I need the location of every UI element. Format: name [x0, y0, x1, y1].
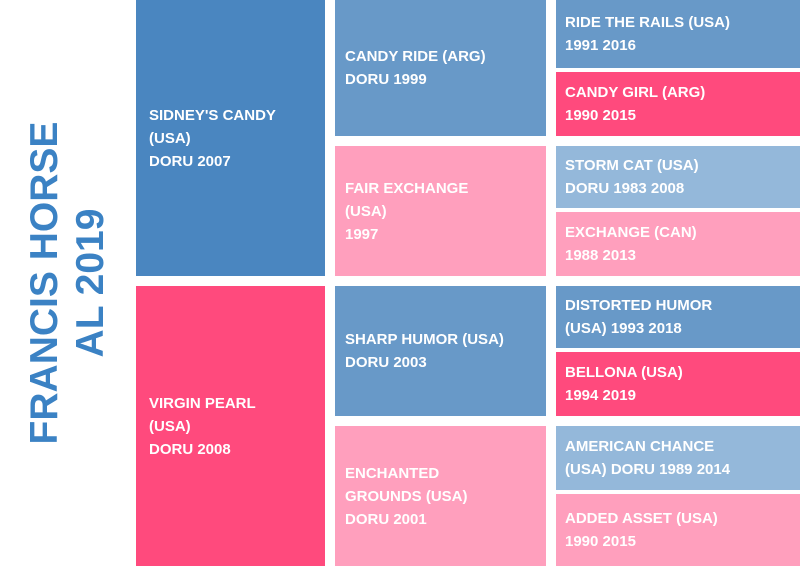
title-line-1: FRANCIS HORSE: [23, 121, 66, 445]
ancestor-box-1: RIDE THE RAILS (USA) 1991 2016: [556, 0, 800, 68]
dam-name: VIRGIN PEARL: [149, 394, 256, 412]
dam-sire-box: SHARP HUMOR (USA) DORU 2003: [335, 286, 546, 416]
dam-dam-name: ENCHANTED: [345, 464, 440, 482]
sire-dam-origin: (USA): [345, 202, 387, 220]
ancestor-name: AMERICAN CHANCE: [565, 438, 715, 455]
dam-box: VIRGIN PEARL (USA) DORU 2008: [136, 286, 325, 566]
ancestor-box-6: BELLONA (USA) 1994 2019: [556, 352, 800, 416]
ancestor-years: 1990 2015: [565, 107, 636, 124]
dam-dam-year: DORU 2001: [345, 510, 427, 528]
ancestor-box-2: CANDY GIRL (ARG) 1990 2015: [556, 72, 800, 136]
ancestor-name: DISTORTED HUMOR: [565, 297, 713, 314]
sire-year: DORU 2007: [149, 152, 231, 170]
ancestor-years: 1994 2019: [565, 387, 636, 404]
sire-sire-name: CANDY RIDE (ARG): [345, 48, 486, 65]
ancestor-box-7: AMERICAN CHANCE (USA) DORU 1989 2014: [556, 426, 800, 490]
sire-dam-year: 1997: [345, 225, 379, 243]
ancestor-name: EXCHANGE (CAN): [565, 224, 697, 241]
sire-name: SIDNEY'S CANDY: [149, 106, 276, 124]
ancestor-name: CANDY GIRL (ARG): [565, 84, 706, 101]
ancestor-box-4: EXCHANGE (CAN) 1988 2013: [556, 212, 800, 276]
page-title: FRANCIS HORSE AL 2019: [18, 73, 118, 493]
ancestor-years: 1988 2013: [565, 247, 636, 264]
dam-dam-origin: GROUNDS (USA): [345, 487, 468, 505]
ancestor-years: 1990 2015: [565, 533, 636, 550]
dam-origin: (USA): [149, 417, 191, 435]
sire-origin: (USA): [149, 129, 191, 147]
ancestor-years: 1991 2016: [565, 37, 636, 54]
title-line-2: AL 2019: [69, 208, 112, 358]
sire-dam-name: FAIR EXCHANGE: [345, 179, 469, 197]
ancestor-name: RIDE THE RAILS (USA): [565, 14, 730, 31]
ancestor-years: (USA) DORU 1989 2014: [565, 461, 731, 478]
dam-year: DORU 2008: [149, 440, 231, 458]
sire-dam-box: FAIR EXCHANGE (USA) 1997: [335, 146, 546, 276]
ancestor-years: (USA) 1993 2018: [565, 320, 682, 337]
sire-box: SIDNEY'S CANDY (USA) DORU 2007: [136, 0, 325, 276]
ancestor-box-3: STORM CAT (USA) DORU 1983 2008: [556, 146, 800, 208]
sire-sire-box: CANDY RIDE (ARG) DORU 1999: [335, 0, 546, 136]
ancestor-years: DORU 1983 2008: [565, 180, 685, 197]
ancestor-name: STORM CAT (USA): [565, 157, 699, 174]
title-area: FRANCIS HORSE AL 2019: [0, 0, 135, 566]
dam-dam-box: ENCHANTED GROUNDS (USA) DORU 2001: [335, 426, 546, 566]
dam-sire-year: DORU 2003: [345, 354, 427, 371]
ancestor-box-8: ADDED ASSET (USA) 1990 2015: [556, 494, 800, 566]
dam-sire-name: SHARP HUMOR (USA): [345, 331, 504, 348]
sire-sire-year: DORU 1999: [345, 71, 427, 88]
ancestor-name: ADDED ASSET (USA): [565, 510, 718, 527]
ancestor-name: BELLONA (USA): [565, 364, 683, 381]
ancestor-box-5: DISTORTED HUMOR (USA) 1993 2018: [556, 286, 800, 348]
